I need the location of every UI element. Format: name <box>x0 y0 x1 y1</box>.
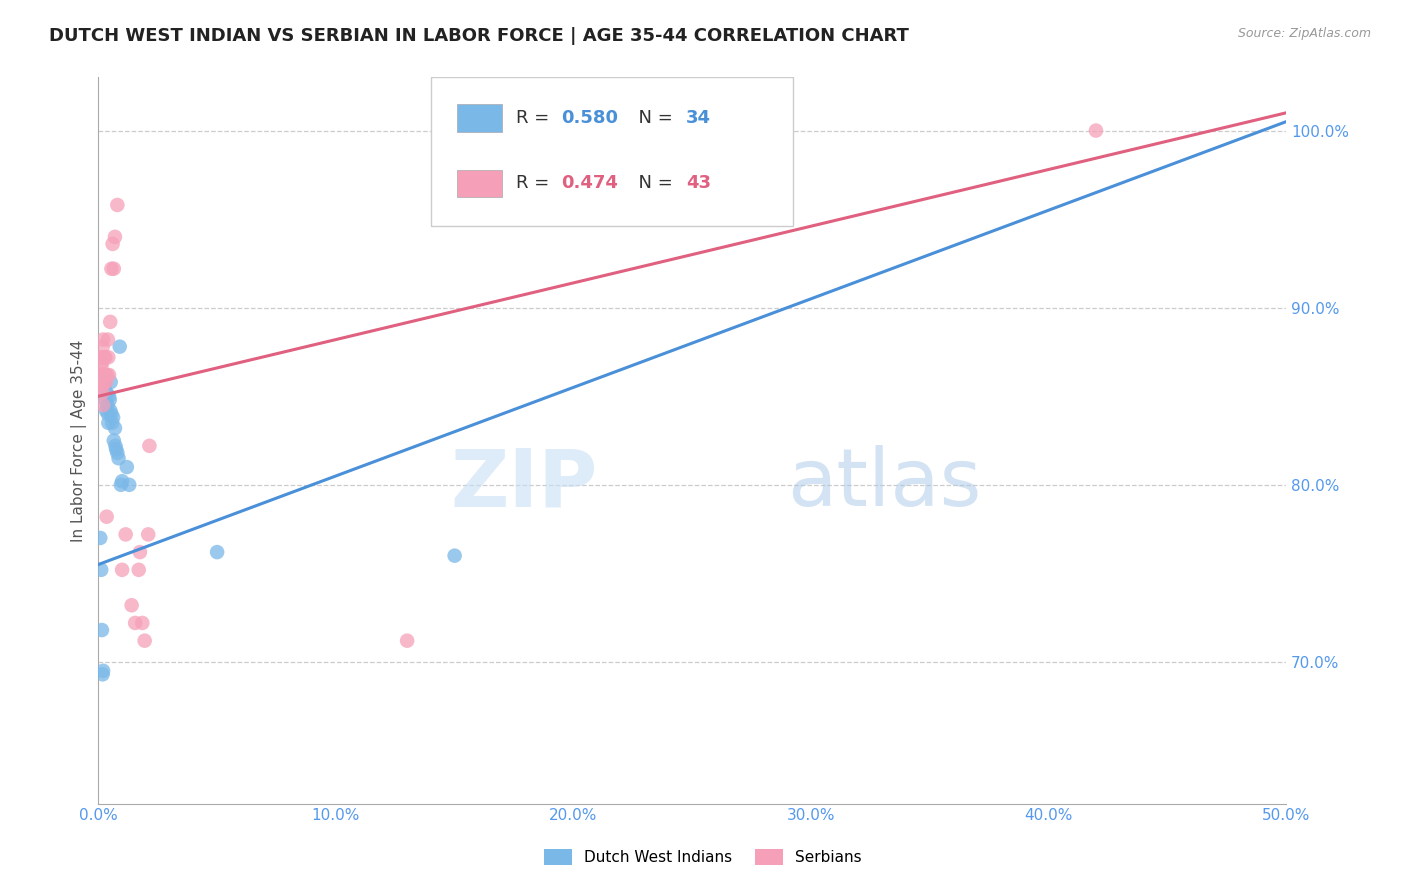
Point <box>89 531 111 545</box>
Point <box>91 340 114 354</box>
Point <box>90 351 112 365</box>
Point <box>91 333 114 347</box>
Text: N =: N = <box>627 109 678 127</box>
Point <box>136 527 159 541</box>
Point <box>121 599 143 613</box>
Point <box>90 368 112 382</box>
Point <box>103 261 125 276</box>
Point <box>105 442 128 457</box>
Point <box>93 368 115 382</box>
Point <box>91 398 114 412</box>
Point <box>101 236 124 251</box>
Point <box>91 664 114 678</box>
Point <box>90 563 112 577</box>
Point <box>118 478 141 492</box>
Point <box>104 421 127 435</box>
Point <box>101 416 124 430</box>
Point <box>98 392 121 407</box>
Point <box>111 475 134 489</box>
Text: 43: 43 <box>686 175 711 193</box>
FancyBboxPatch shape <box>457 169 502 197</box>
Point <box>124 615 146 630</box>
Point <box>100 375 122 389</box>
Text: atlas: atlas <box>787 445 981 523</box>
Point <box>104 439 127 453</box>
FancyBboxPatch shape <box>430 78 793 227</box>
Point <box>93 380 115 394</box>
Point <box>97 407 120 421</box>
Point <box>93 371 115 385</box>
Point <box>90 357 112 371</box>
Point <box>94 368 117 382</box>
Point <box>90 357 112 371</box>
Point <box>96 385 118 400</box>
Point <box>96 368 118 382</box>
Point <box>98 403 121 417</box>
Point <box>138 439 160 453</box>
Point <box>100 407 122 421</box>
Point <box>90 380 112 394</box>
Point <box>101 410 124 425</box>
Point <box>94 392 117 407</box>
Point <box>104 230 127 244</box>
Point <box>97 416 120 430</box>
Text: R =: R = <box>516 175 555 193</box>
Point <box>89 376 111 391</box>
Point <box>100 261 122 276</box>
FancyBboxPatch shape <box>457 104 502 132</box>
Point <box>93 375 115 389</box>
Point <box>94 375 117 389</box>
Point <box>108 340 131 354</box>
Point <box>90 375 112 389</box>
Point <box>89 368 111 382</box>
Point <box>94 403 117 417</box>
Point <box>97 333 120 347</box>
Point <box>443 549 465 563</box>
Text: Source: ZipAtlas.com: Source: ZipAtlas.com <box>1237 27 1371 40</box>
Point <box>91 667 114 681</box>
Point <box>90 623 112 637</box>
Point <box>94 375 117 389</box>
Text: 34: 34 <box>686 109 711 127</box>
Text: DUTCH WEST INDIAN VS SERBIAN IN LABOR FORCE | AGE 35-44 CORRELATION CHART: DUTCH WEST INDIAN VS SERBIAN IN LABOR FO… <box>49 27 910 45</box>
Point <box>1084 123 1107 137</box>
Point <box>96 398 118 412</box>
Point <box>110 478 132 492</box>
Text: ZIP: ZIP <box>450 445 598 523</box>
Point <box>98 368 121 382</box>
Legend: Dutch West Indians, Serbians: Dutch West Indians, Serbians <box>538 843 868 871</box>
Point <box>94 368 117 382</box>
Text: N =: N = <box>627 175 678 193</box>
Point <box>586 123 609 137</box>
Point <box>103 434 125 448</box>
Point <box>98 315 121 329</box>
Point <box>111 563 134 577</box>
Point <box>114 527 136 541</box>
Point <box>98 389 121 403</box>
Point <box>128 563 150 577</box>
Point <box>134 633 156 648</box>
Point <box>105 198 128 212</box>
Point <box>129 545 152 559</box>
Point <box>205 545 228 559</box>
Point <box>115 460 138 475</box>
Point <box>94 351 117 365</box>
Point <box>96 509 118 524</box>
Point <box>105 446 128 460</box>
Point <box>93 351 115 365</box>
Point <box>93 351 115 365</box>
Point <box>107 451 129 466</box>
Y-axis label: In Labor Force | Age 35-44: In Labor Force | Age 35-44 <box>72 339 87 541</box>
Point <box>91 385 114 400</box>
Point <box>131 615 153 630</box>
Text: 0.580: 0.580 <box>561 109 619 127</box>
Point <box>97 351 120 365</box>
Text: 0.474: 0.474 <box>561 175 619 193</box>
Text: R =: R = <box>516 109 555 127</box>
Point <box>396 633 419 648</box>
